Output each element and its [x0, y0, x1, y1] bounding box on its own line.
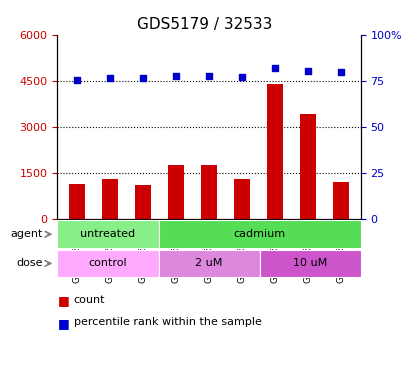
- Text: ■: ■: [57, 295, 69, 308]
- Bar: [266, 84, 283, 219]
- Bar: [233, 179, 250, 219]
- Bar: [135, 185, 151, 219]
- Text: count: count: [74, 295, 105, 305]
- Point: [205, 73, 212, 79]
- Bar: [69, 184, 85, 219]
- Point: [304, 68, 310, 74]
- Text: 10 uM: 10 uM: [292, 258, 326, 268]
- Point: [139, 75, 146, 81]
- Text: untreated: untreated: [80, 229, 135, 239]
- Point: [337, 69, 344, 75]
- Point: [74, 77, 80, 83]
- Point: [173, 73, 179, 79]
- Bar: [299, 114, 315, 219]
- Point: [271, 65, 278, 71]
- Text: percentile rank within the sample: percentile rank within the sample: [74, 317, 261, 327]
- Text: agent: agent: [11, 229, 43, 239]
- Text: ■: ■: [57, 317, 69, 330]
- Text: control: control: [88, 258, 127, 268]
- Text: cadmium: cadmium: [233, 229, 285, 239]
- Bar: [200, 165, 217, 219]
- Bar: [102, 179, 118, 219]
- Text: GDS5179 / 32533: GDS5179 / 32533: [137, 17, 272, 32]
- Point: [107, 75, 113, 81]
- Text: dose: dose: [16, 258, 43, 268]
- Point: [238, 74, 245, 80]
- Text: 2 uM: 2 uM: [195, 258, 222, 268]
- Bar: [167, 165, 184, 219]
- Bar: [332, 182, 348, 219]
